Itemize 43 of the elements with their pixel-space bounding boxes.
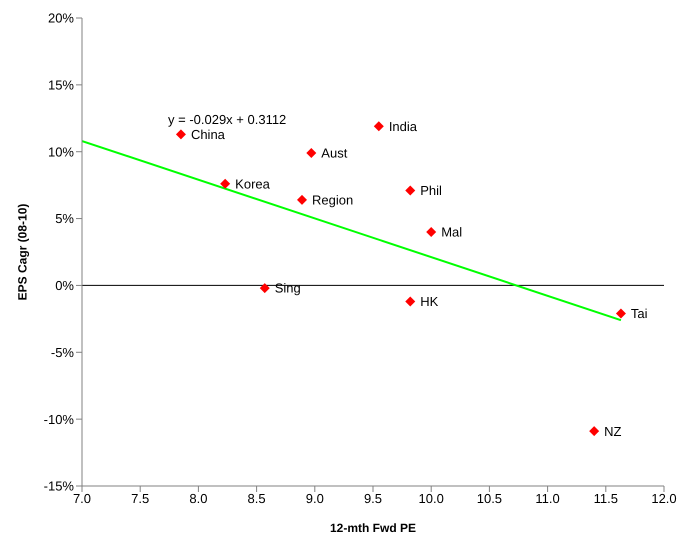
y-tick-label: -15% — [44, 478, 74, 494]
x-tick-label: 9.5 — [364, 491, 382, 506]
point — [426, 226, 436, 237]
y-tick-label: 20% — [48, 10, 74, 26]
x-tick-label: 8.0 — [189, 491, 208, 506]
point — [405, 185, 416, 196]
x-tick-label: 7.5 — [131, 491, 150, 506]
x-tick-label: 9.0 — [306, 491, 324, 506]
point — [176, 129, 186, 140]
annotation: China — [190, 126, 226, 142]
y-tick-label: -5% — [50, 344, 74, 360]
x-tick-label: 10.5 — [476, 491, 502, 506]
annotation: Phil — [420, 183, 442, 198]
x-tick-label: 8.5 — [248, 491, 266, 506]
annotation: NZ — [604, 424, 622, 439]
point — [306, 148, 316, 158]
x-tick-label: 7.0 — [72, 491, 92, 506]
x-tick-label: 11.5 — [594, 491, 618, 506]
annotation: HK — [420, 294, 439, 310]
y-tick-label: -10% — [44, 412, 74, 427]
point — [374, 121, 384, 132]
annotation: Region — [312, 192, 354, 208]
annotation: y = -0.029x + 0.3112 — [168, 112, 286, 127]
point — [296, 194, 307, 205]
y-axis-title: EPS Cagr (08-10) — [15, 204, 30, 300]
y-tick-label: 0% — [55, 278, 74, 294]
x-tick-label: 10.0 — [418, 491, 444, 506]
annotation: Tai — [630, 306, 648, 322]
point — [405, 296, 416, 306]
x-tick-label: 12.0 — [651, 491, 677, 506]
point — [616, 308, 626, 319]
y-tick-label: 10% — [48, 144, 74, 160]
y-tick-label: 15% — [48, 77, 74, 92]
annotation: Mal — [441, 224, 462, 240]
annotation: Korea — [235, 176, 271, 192]
point — [589, 426, 600, 436]
point — [220, 178, 230, 189]
x-tick-label: 11.0 — [535, 491, 560, 506]
point — [260, 283, 270, 294]
annotation: India — [388, 118, 418, 134]
annotation: Aust — [321, 146, 348, 161]
y-tick-label: 5% — [55, 211, 74, 226]
x-axis-title: 12-mth Fwd PE — [330, 521, 416, 535]
